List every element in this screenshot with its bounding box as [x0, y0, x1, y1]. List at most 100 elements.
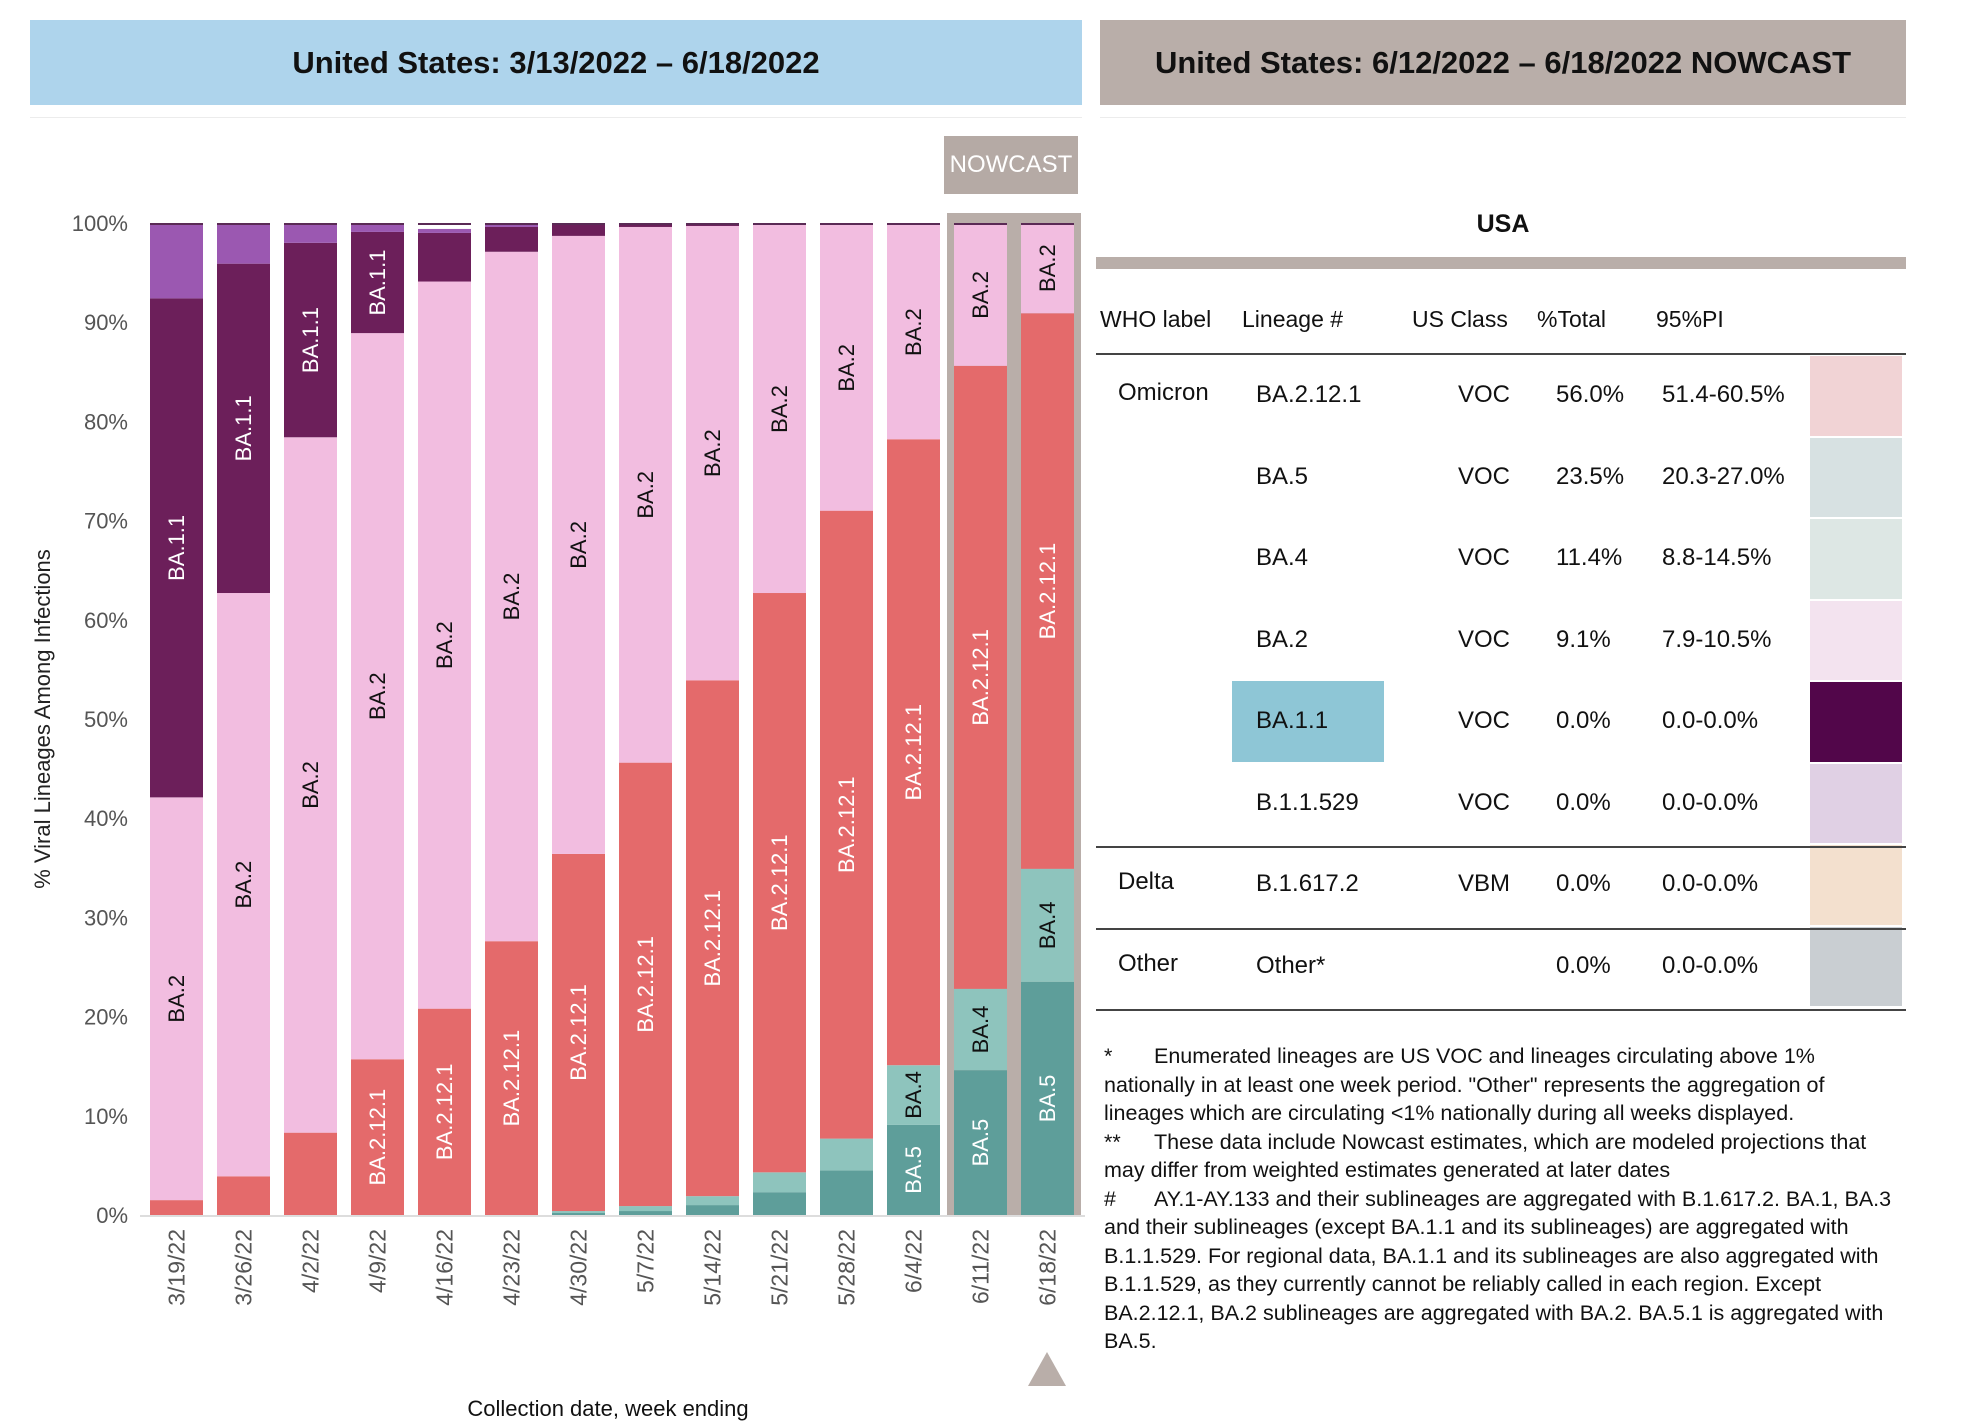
scroll-up-arrow-icon[interactable]: [1028, 1352, 1066, 1386]
divider-left: [30, 117, 1082, 118]
bar-segment: [552, 1211, 605, 1214]
bar-segment: [150, 1200, 203, 1215]
segment-label: BA.2.12.1: [968, 629, 993, 726]
table-cell-lineage: BA.5: [1256, 462, 1309, 490]
bar-segment: [1021, 981, 1074, 1215]
lineage-color-swatch: [1810, 926, 1902, 1006]
table-cell-pi: 7.9-10.5%: [1662, 625, 1772, 653]
table-cell-lineage: BA.4: [1256, 544, 1309, 571]
bar-segment: [217, 263, 270, 594]
table-cell-total: 0.0%: [1556, 870, 1611, 897]
segment-label: BA.2.12.1: [633, 936, 658, 1033]
bar-segment: [552, 235, 605, 854]
bar-segment: [150, 223, 203, 299]
footnote-mark: **: [1104, 1129, 1121, 1154]
lineage-color-swatch: [1810, 519, 1902, 599]
col-header-who: WHO label: [1100, 306, 1212, 332]
divider-right: [1100, 117, 1906, 118]
y-axis-label: % Viral Lineages Among Infections: [30, 549, 55, 889]
footnote-text: These data include Nowcast estimates, wh…: [1104, 1129, 1867, 1183]
footnote: # AY.1-AY.133 and their sublineages are a…: [1104, 1185, 1904, 1356]
bar-top-cap: [418, 223, 471, 225]
table-cell-lineage: B.1.1.529: [1256, 788, 1359, 816]
segment-label: BA.2: [566, 521, 591, 569]
bar-segment: [284, 242, 337, 438]
table-header-line: [1096, 353, 1906, 355]
bar-segment: [753, 1192, 806, 1215]
segment-label: BA.2: [499, 573, 524, 621]
highlight-cell: [1232, 681, 1384, 762]
bar-segment: [217, 593, 270, 1177]
segment-label: BA.4: [968, 1006, 993, 1054]
table-title-bar: [1096, 257, 1906, 269]
x-tick-label: 4/23/22: [499, 1229, 525, 1306]
lineage-color-swatch: [1810, 437, 1902, 517]
x-tick-label: 3/19/22: [164, 1229, 190, 1306]
bar-segment: [887, 224, 940, 440]
bar-segment: [820, 224, 873, 511]
bar-segment: [351, 333, 404, 1060]
x-tick-label: 4/2/22: [298, 1229, 324, 1293]
bar-segment: [351, 231, 404, 334]
bar-segment: [418, 228, 471, 233]
bar-segment: [954, 223, 1007, 366]
bar-segment: [753, 224, 806, 594]
table-cell-class: VOC: [1458, 381, 1511, 408]
bar-segment: [1021, 868, 1074, 982]
header-right-text: United States: 6/12/2022 – 6/18/2022 NOW…: [1154, 44, 1852, 80]
table-cell-total: 11.4%: [1556, 544, 1623, 571]
bar-segment: [485, 941, 538, 1215]
table-cell-pi: 0.0-0.0%: [1662, 788, 1759, 816]
bar-segment: [887, 1124, 940, 1215]
table-title: USA: [1476, 210, 1530, 238]
bar-top-cap: [686, 223, 739, 225]
bar-segment: [1021, 223, 1074, 314]
x-tick-label: 6/18/22: [1035, 1229, 1061, 1306]
bar-segment: [485, 251, 538, 942]
table-cell-pi: 8.8-14.5%: [1662, 544, 1772, 571]
bar-segment: [1021, 313, 1074, 869]
bar-segment: [150, 298, 203, 798]
table-cell-total: 23.5%: [1556, 462, 1625, 490]
col-header-pi: 95%PI: [1656, 306, 1724, 332]
bar-segment: [619, 1211, 672, 1215]
table-cell-class: VOC: [1458, 788, 1511, 816]
segment-label: BA.5: [901, 1146, 926, 1194]
bar-segment: [284, 223, 337, 243]
x-tick-label: 4/9/22: [365, 1229, 391, 1293]
lineage-color-swatch: [1810, 763, 1902, 843]
footnote: * Enumerated lineages are US VOC and line…: [1104, 1042, 1904, 1128]
lineage-color-swatch: [1810, 600, 1902, 680]
bar-segment: [485, 223, 538, 227]
bar-segment: [418, 232, 471, 282]
bar-segment: [619, 762, 672, 1207]
table-cell-total: 0.0%: [1556, 707, 1611, 734]
table-bottom-line: [1096, 1009, 1906, 1011]
segment-label: BA.2: [968, 271, 993, 319]
bar-segment: [820, 510, 873, 1139]
table-cell-pi: 0.0-0.0%: [1662, 951, 1759, 979]
y-tick-label: 10%: [84, 1104, 128, 1129]
bar-top-cap: [954, 223, 1007, 225]
y-tick-label: 80%: [84, 409, 128, 434]
bar-segment: [887, 1065, 940, 1125]
table-group-line: [1096, 927, 1906, 930]
bar-top-cap: [887, 223, 940, 225]
segment-label: BA.1.1: [164, 515, 189, 581]
segment-label: BA.4: [901, 1071, 926, 1119]
table-cell-pi: 20.3-27.0%: [1662, 462, 1785, 490]
header-left: United States: 3/13/2022 – 6/18/2022: [30, 20, 1082, 105]
segment-label: BA.2.12.1: [1035, 543, 1060, 640]
y-tick-label: 70%: [84, 509, 128, 534]
bar-top-cap: [284, 223, 337, 225]
bar-segment: [217, 1176, 270, 1215]
x-tick-label: 6/4/22: [901, 1229, 927, 1293]
bar-segment: [753, 1172, 806, 1193]
segment-label: BA.2: [834, 344, 859, 392]
bar-top-cap: [351, 223, 404, 225]
nowcast-label: NOWCAST: [944, 136, 1078, 194]
bar-segment: [686, 1205, 739, 1215]
bar-top-cap: [619, 223, 672, 225]
segment-label: BA.5: [1035, 1075, 1060, 1123]
table-cell-who: Delta: [1118, 868, 1175, 895]
